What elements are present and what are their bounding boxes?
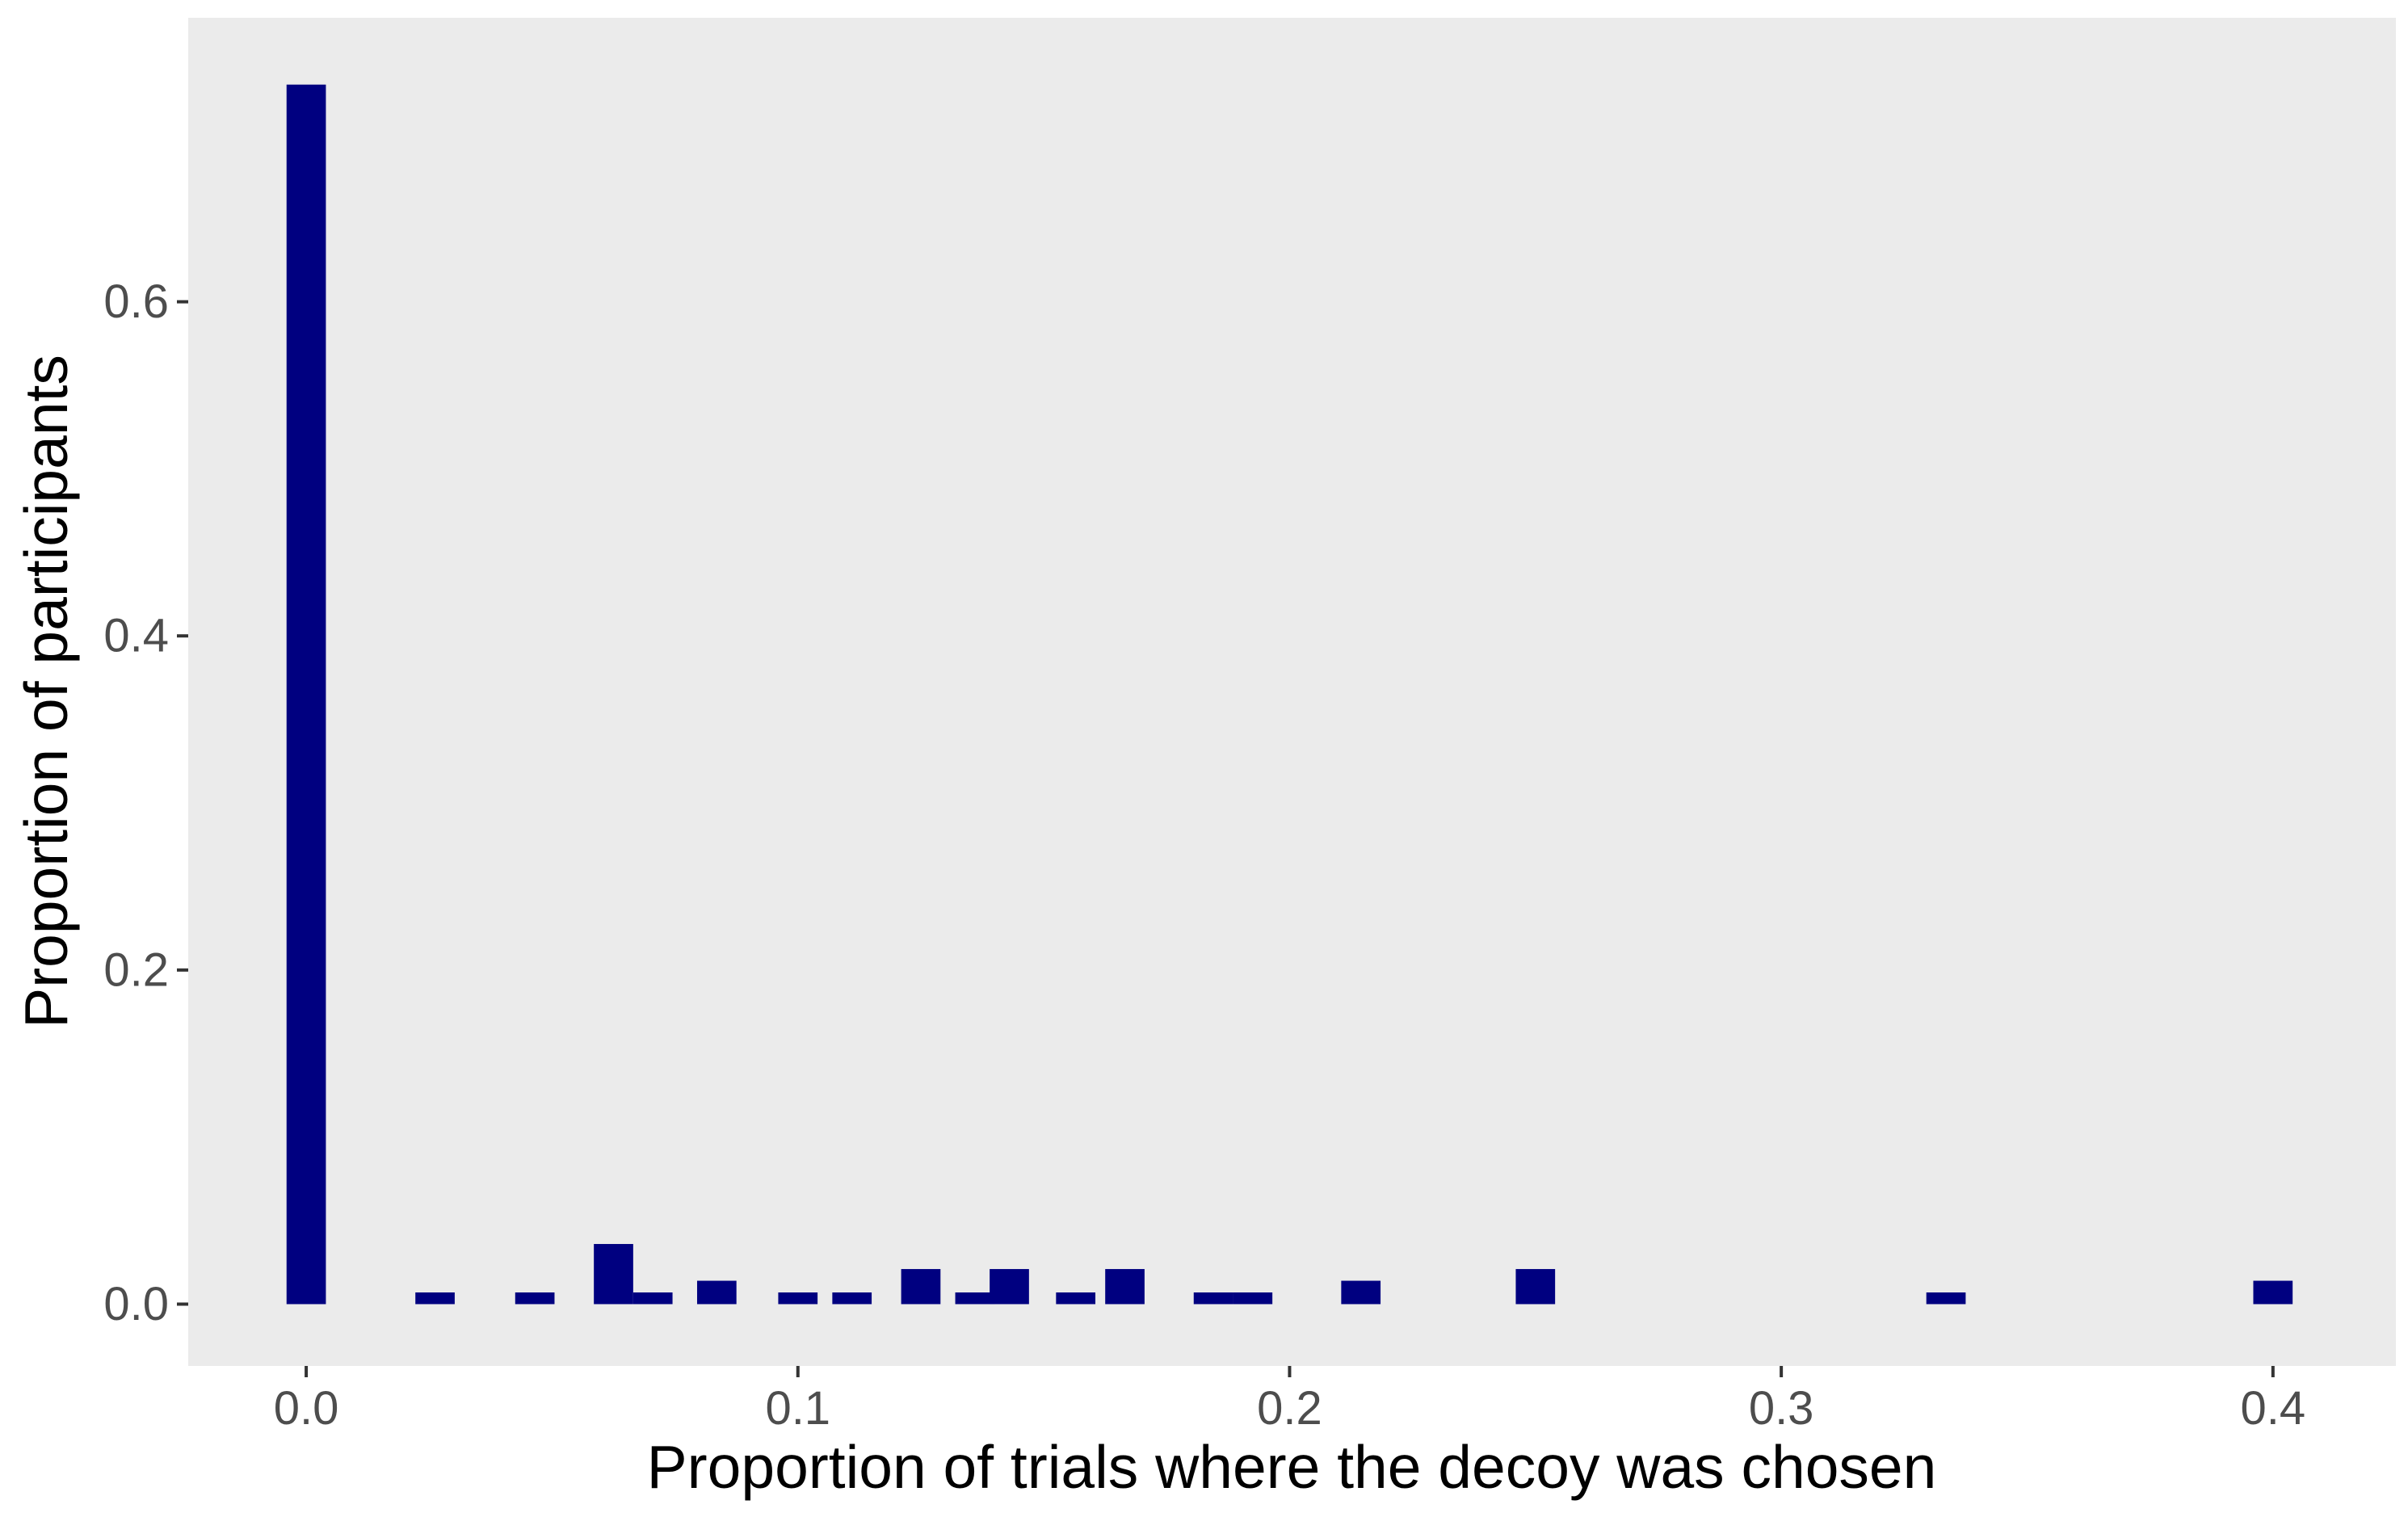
y-axis: 0.0 0.2 0.4 0.6 [103,275,188,1330]
bar-7 [832,1292,872,1305]
bar-8 [901,1269,941,1305]
x-tick-label: 0.3 [1749,1382,1814,1435]
y-tick-label: 0.4 [103,610,169,662]
bar-1 [415,1292,455,1305]
x-axis: 0.0 0.1 0.2 0.3 0.4 [274,1366,2305,1435]
y-tick-label: 0.6 [103,275,169,328]
plot-panel [188,18,2396,1366]
bar-15 [1341,1280,1381,1305]
bar-9 [955,1292,995,1305]
bar-2 [515,1292,555,1305]
x-axis-title: Proportion of trials where the decoy was… [647,1433,1937,1501]
bar-18 [2253,1280,2293,1305]
bar-0 [286,84,326,1305]
bars-group [286,84,2293,1305]
x-tick-label: 0.4 [2241,1382,2306,1435]
bar-13 [1193,1292,1233,1305]
bar-16 [1515,1269,1556,1305]
y-tick-label: 0.2 [103,943,169,996]
y-axis-title: Proportion of participants [12,355,80,1028]
x-tick-label: 0.1 [765,1382,830,1435]
x-tick-label: 0.2 [1257,1382,1322,1435]
bar-14 [1233,1292,1273,1305]
bar-4 [632,1292,673,1305]
x-tick-label: 0.0 [274,1382,339,1435]
bar-11 [1056,1292,1096,1305]
bar-6 [778,1292,818,1305]
bar-17 [1926,1292,1966,1305]
bar-5 [696,1280,737,1305]
bar-12 [1105,1269,1145,1305]
y-tick-label: 0.0 [103,1278,169,1330]
bar-10 [990,1269,1029,1305]
bar-3 [594,1244,633,1305]
